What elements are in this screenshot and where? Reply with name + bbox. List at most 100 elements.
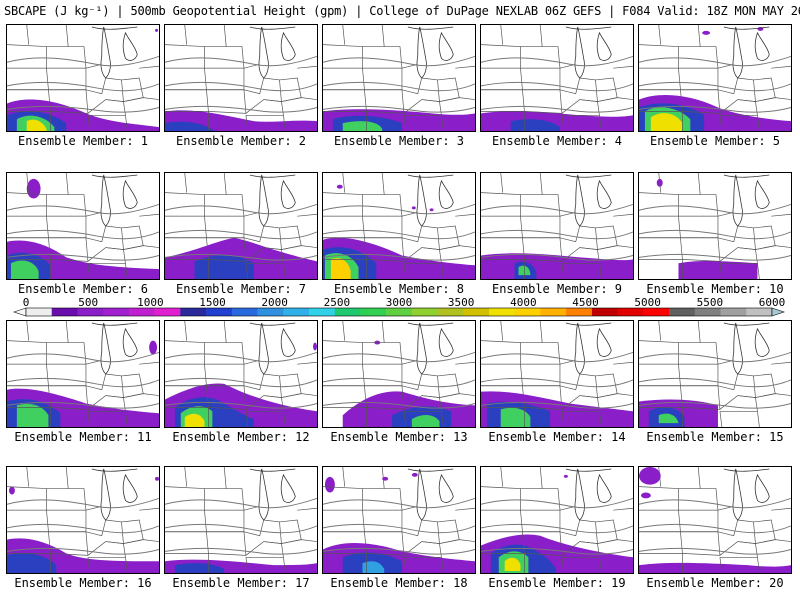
cape-contour-fill [174,563,225,573]
great-lake [416,468,427,521]
great-lake [100,468,111,521]
state-border [46,46,87,69]
great-lake [574,26,585,79]
state-border [323,67,365,91]
cape-contour-fill [330,258,351,279]
cape-map [7,321,159,427]
cape-map [7,173,159,279]
state-border [639,215,681,239]
height-contour [165,105,317,113]
cape-speckle [26,178,41,199]
state-border [87,99,126,116]
state-border [87,541,126,558]
colorbar-segment [360,308,387,316]
state-border [46,215,87,239]
state-border [281,539,317,544]
height-contour [7,55,159,67]
great-lake [407,26,454,30]
height-contour [481,203,633,215]
ensemble-map-panel [6,24,160,132]
state-border [658,467,662,487]
state-border [323,509,365,533]
state-border [139,65,159,69]
state-border [139,213,159,217]
state-border [223,25,227,47]
cape-speckle [313,342,317,351]
great-lake [754,473,770,503]
colorbar-tick-label: 3000 [385,296,413,309]
height-contour [165,523,317,534]
colorbar-segment [437,308,464,316]
great-lake [91,468,138,472]
ensemble-map-panel [322,24,476,132]
state-border [206,237,247,262]
state-border [26,173,30,193]
height-contour [639,105,791,113]
height-contour [481,253,633,261]
state-border [125,411,128,427]
state-border [206,89,247,114]
great-lake [100,322,111,375]
ensemble-member-label: Ensemble Member: 3 [333,134,465,148]
colorbar-segment [180,308,207,316]
cape-map [165,173,317,279]
state-border [48,89,89,114]
height-contour [7,547,159,555]
state-border [403,557,407,573]
state-border [658,25,662,45]
state-border [165,486,205,511]
state-border [323,237,367,260]
height-contour [165,253,317,261]
colorbar-segment [257,308,284,316]
colorbar-segment [128,308,155,316]
state-border [165,215,207,239]
state-border [678,46,719,69]
state-border [323,44,363,69]
state-border [281,393,317,398]
great-lake [407,174,454,178]
state-border [481,363,523,387]
state-border [297,213,317,217]
state-border [123,245,159,250]
great-lake [732,322,743,375]
state-border [165,385,209,408]
ensemble-map-panel [6,172,160,280]
state-border [697,173,701,195]
height-contour [481,81,633,92]
cape-contour-fill [500,407,531,427]
cape-contour-fill [184,413,205,427]
state-border [323,385,367,408]
state-border [165,531,209,554]
state-border [283,263,286,279]
ensemble-member-label: Ensemble Member: 18 [330,576,468,590]
state-border [323,363,365,387]
state-border [297,361,317,365]
ensemble-map-panel [638,172,792,280]
cape-speckle [336,184,343,189]
great-lake [732,174,743,227]
great-lake [438,473,454,503]
state-border [439,539,475,544]
colorbar-tick-label: 0 [22,296,30,309]
cape-contour-fill [165,121,215,131]
colorbar-segment [411,308,438,316]
state-border [204,215,245,239]
height-contour [639,253,791,261]
state-border [7,215,49,239]
state-border [26,25,30,45]
state-border [125,115,128,131]
state-border [283,115,286,131]
great-lake [249,468,296,472]
state-border [281,97,317,102]
cape-contour-fill [504,557,521,572]
state-border [87,557,91,573]
cape-contour-fill [7,552,57,573]
cape-map [481,321,633,427]
height-contour [165,351,317,363]
state-border [87,247,126,264]
ensemble-map-panel [480,320,634,428]
great-lake [258,322,269,375]
state-border [455,507,475,511]
state-border [7,531,51,554]
state-border [245,557,249,573]
